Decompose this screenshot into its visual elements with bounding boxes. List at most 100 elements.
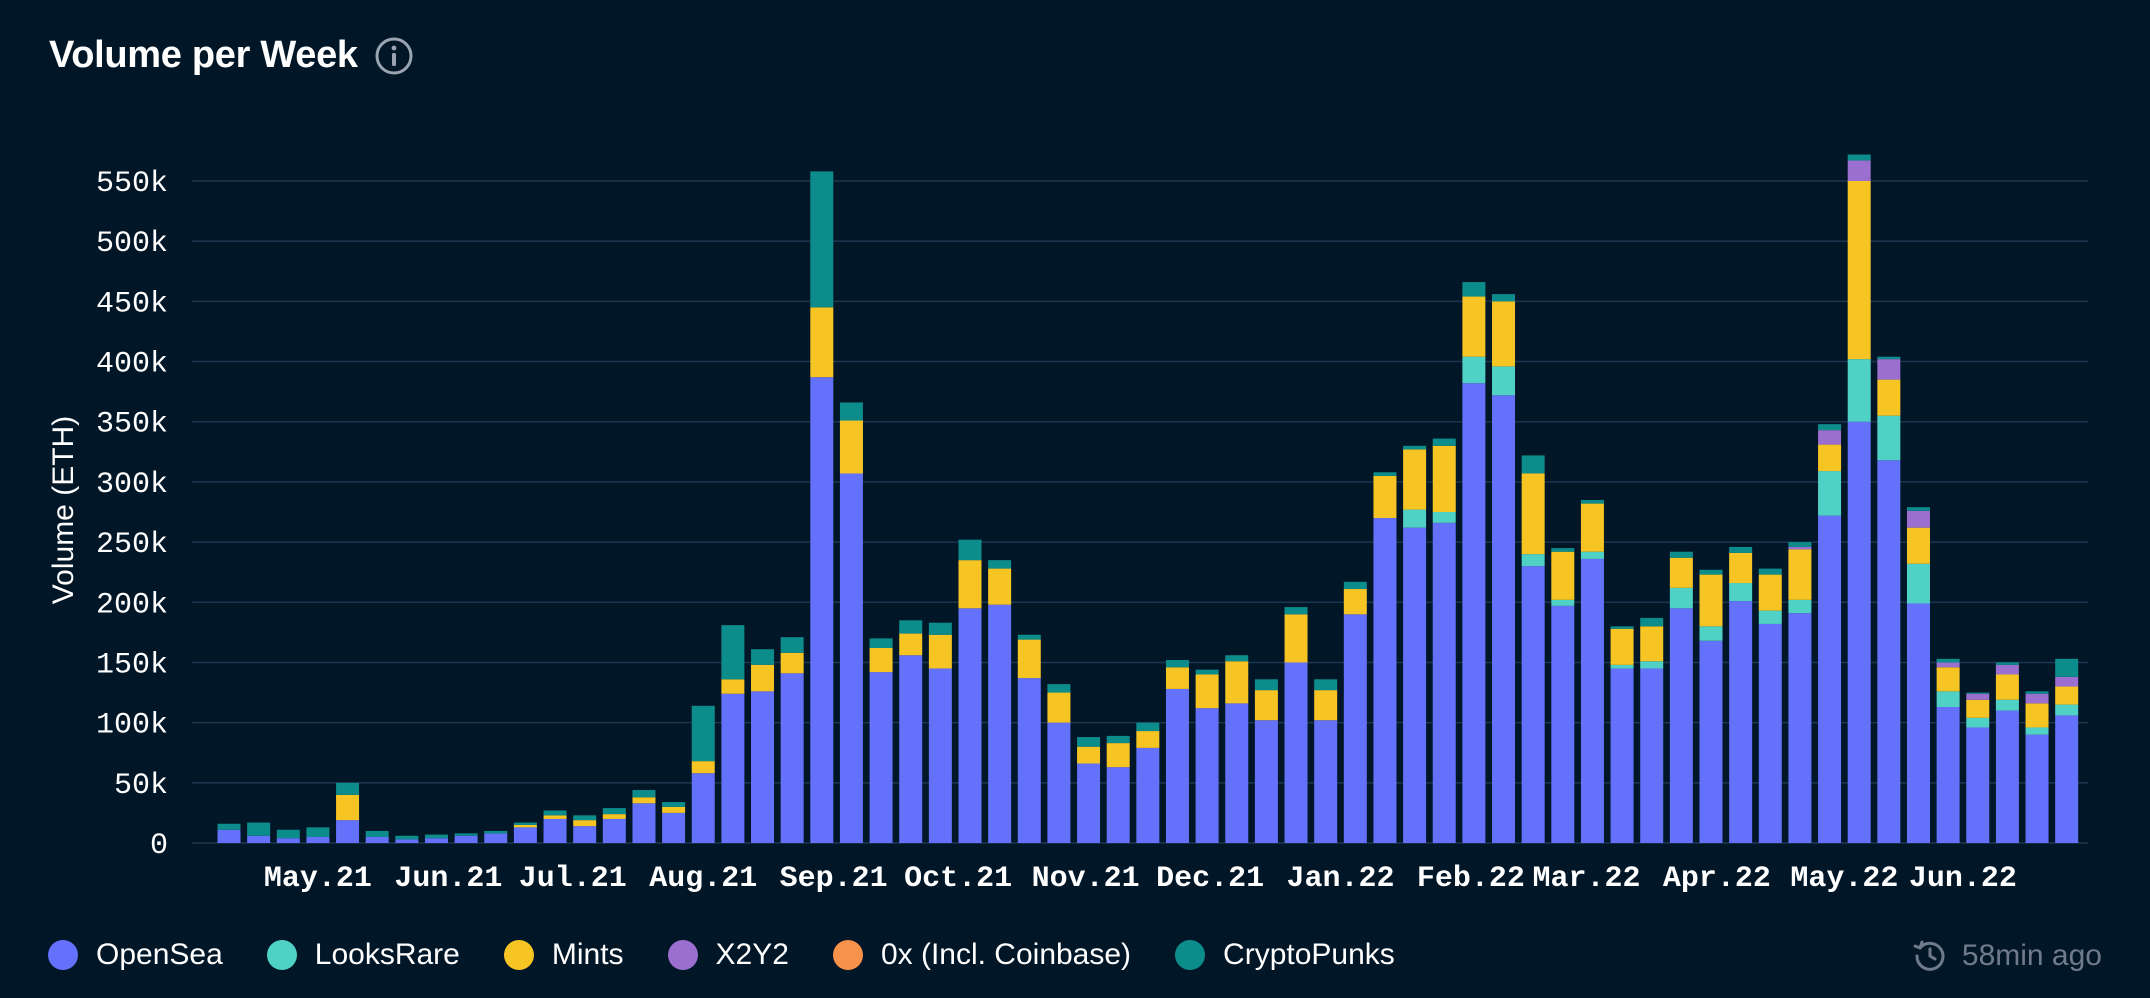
bar-segment[interactable] (1492, 395, 1516, 843)
bar-segment[interactable] (662, 802, 686, 807)
bar-segment[interactable] (2055, 686, 2079, 705)
bar-segment[interactable] (1551, 599, 1575, 606)
bar-segment[interactable] (1314, 720, 1338, 843)
bar-segment[interactable] (1877, 359, 1901, 380)
bar-segment[interactable] (1877, 379, 1901, 416)
bar-segment[interactable] (1966, 692, 1990, 694)
bar-segment[interactable] (691, 761, 715, 774)
bar-segment[interactable] (1966, 717, 1990, 728)
bar-segment[interactable] (1995, 662, 2019, 665)
bar-segment[interactable] (2055, 715, 2079, 843)
bar-segment[interactable] (1936, 706, 1960, 843)
legend-item[interactable]: OpenSea (48, 938, 223, 972)
bar-segment[interactable] (1758, 610, 1782, 624)
bar-segment[interactable] (1047, 722, 1071, 843)
legend-item[interactable]: Mints (503, 938, 624, 972)
bar-segment[interactable] (543, 815, 567, 819)
bar-segment[interactable] (1818, 471, 1842, 516)
bar-segment[interactable] (869, 638, 893, 649)
bar-segment[interactable] (1551, 551, 1575, 600)
bar-segment[interactable] (810, 171, 834, 308)
bar-segment[interactable] (365, 830, 389, 837)
bar-segment[interactable] (1669, 587, 1693, 609)
bar-segment[interactable] (1818, 430, 1842, 445)
bar-segment[interactable] (928, 634, 952, 669)
bar-segment[interactable] (839, 473, 863, 843)
bar-segment[interactable] (1492, 294, 1516, 302)
bar-segment[interactable] (1077, 737, 1101, 747)
bar-segment[interactable] (1106, 767, 1130, 843)
bar-segment[interactable] (1847, 160, 1871, 181)
bar-segment[interactable] (899, 620, 923, 634)
bar-segment[interactable] (602, 814, 626, 819)
bar-segment[interactable] (336, 820, 360, 843)
bar-segment[interactable] (1432, 512, 1456, 523)
bar-segment[interactable] (1818, 424, 1842, 431)
bar-segment[interactable] (513, 824, 537, 828)
bar-segment[interactable] (1699, 640, 1723, 843)
bar-segment[interactable] (632, 797, 656, 804)
bar-segment[interactable] (1699, 626, 1723, 641)
bar-segment[interactable] (988, 604, 1012, 843)
bar-segment[interactable] (513, 822, 537, 825)
bar-segment[interactable] (1314, 690, 1338, 721)
bar-segment[interactable] (1343, 589, 1367, 615)
bar-segment[interactable] (662, 812, 686, 843)
legend-item[interactable]: CryptoPunks (1175, 938, 1395, 972)
bar-segment[interactable] (1551, 605, 1575, 843)
bar-segment[interactable] (1254, 720, 1278, 843)
bar-segment[interactable] (1699, 574, 1723, 627)
bar-segment[interactable] (2055, 658, 2079, 677)
bar-segment[interactable] (1225, 655, 1249, 662)
bar-segment[interactable] (928, 668, 952, 843)
bar-segment[interactable] (1254, 690, 1278, 721)
bar-segment[interactable] (1314, 679, 1338, 691)
bar-segment[interactable] (1373, 472, 1397, 476)
bar-segment[interactable] (2055, 676, 2079, 687)
bar-segment[interactable] (928, 622, 952, 635)
bar-segment[interactable] (1847, 181, 1871, 360)
bar-segment[interactable] (1165, 660, 1189, 668)
bar-segment[interactable] (662, 806, 686, 813)
bar-segment[interactable] (1788, 549, 1812, 600)
bar-segment[interactable] (573, 826, 597, 843)
bar-segment[interactable] (1936, 658, 1960, 663)
bar-segment[interactable] (839, 402, 863, 421)
bar-segment[interactable] (1284, 607, 1308, 615)
bar-segment[interactable] (484, 830, 508, 834)
bar-segment[interactable] (1521, 554, 1545, 567)
bar-segment[interactable] (247, 835, 271, 843)
bar-segment[interactable] (454, 833, 478, 836)
bar-segment[interactable] (1847, 154, 1871, 161)
bar-segment[interactable] (1669, 608, 1693, 843)
bar-segment[interactable] (1165, 688, 1189, 843)
bar-segment[interactable] (1373, 475, 1397, 519)
bar-segment[interactable] (1877, 460, 1901, 843)
bar-segment[interactable] (1077, 763, 1101, 843)
bar-segment[interactable] (1462, 282, 1486, 297)
bar-segment[interactable] (573, 820, 597, 827)
bar-segment[interactable] (1995, 674, 2019, 700)
bar-segment[interactable] (1995, 699, 2019, 711)
bar-segment[interactable] (1906, 507, 1930, 511)
bar-segment[interactable] (1788, 542, 1812, 547)
bar-segment[interactable] (1195, 708, 1219, 843)
legend-item[interactable]: LooksRare (266, 938, 460, 972)
bar-segment[interactable] (958, 560, 982, 609)
bar-segment[interactable] (2025, 693, 2049, 704)
bar-segment[interactable] (1966, 699, 1990, 718)
bar-segment[interactable] (721, 693, 745, 843)
bar-segment[interactable] (454, 835, 478, 843)
bar-segment[interactable] (602, 818, 626, 843)
bar-segment[interactable] (1403, 445, 1427, 450)
bar-segment[interactable] (899, 633, 923, 656)
bar-segment[interactable] (1729, 546, 1753, 553)
bar-segment[interactable] (1106, 743, 1130, 768)
bar-segment[interactable] (1788, 599, 1812, 614)
bar-segment[interactable] (1877, 356, 1901, 360)
bar-segment[interactable] (1640, 661, 1664, 669)
bar-segment[interactable] (751, 691, 775, 843)
bar-segment[interactable] (1936, 667, 1960, 692)
bar-segment[interactable] (1136, 722, 1160, 732)
bar-segment[interactable] (217, 829, 241, 843)
